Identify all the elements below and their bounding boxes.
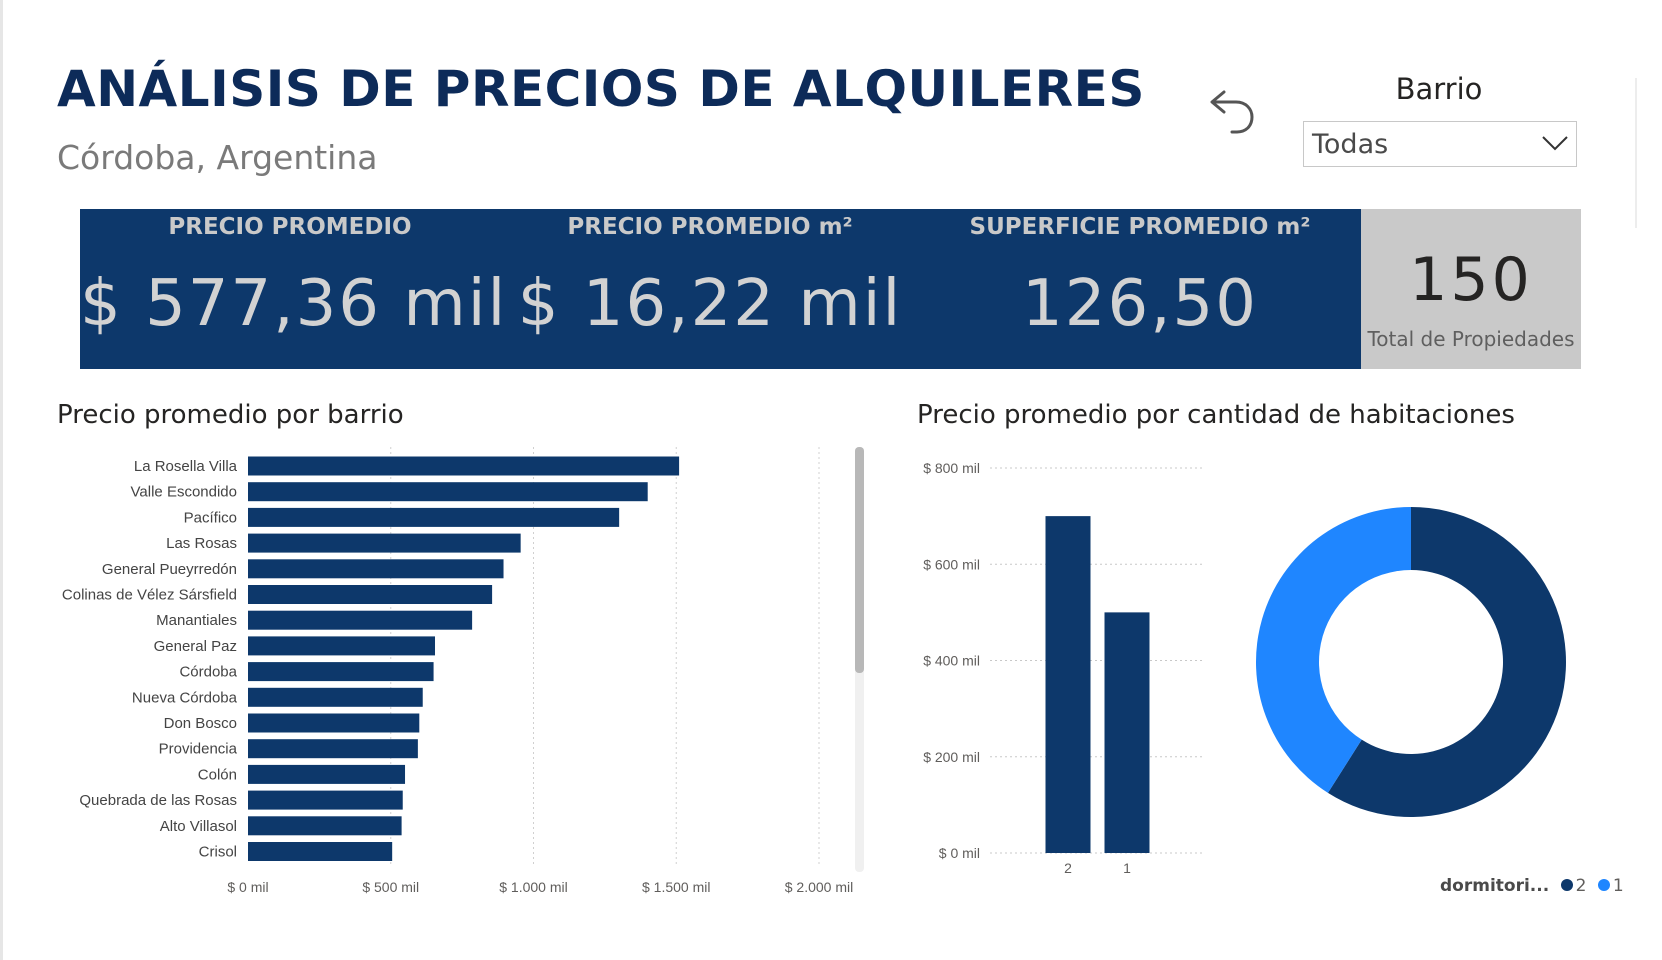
legend-title: dormitori... (1440, 876, 1550, 896)
kpi-band: PRECIO PROMEDIO $ 577,36 mil PRECIO PROM… (80, 209, 1361, 369)
bar (248, 456, 680, 476)
total-propiedades-card: 150 Total de Propiedades (1361, 209, 1581, 369)
total-value: 150 (1409, 245, 1533, 315)
kpi-label: PRECIO PROMEDIO m² (567, 214, 853, 240)
y-tick-label: $ 800 mil (923, 460, 980, 476)
bar (248, 713, 420, 733)
kpi-label: PRECIO PROMEDIO (168, 214, 412, 240)
y-category-label: Pacífico (184, 509, 237, 526)
y-category-label: Colón (198, 766, 237, 783)
chart-title-habitaciones: Precio promedio por cantidad de habitaci… (917, 400, 1515, 430)
column-bar (1045, 516, 1091, 853)
bar (248, 610, 473, 630)
chart-title-barrio: Precio promedio por barrio (57, 400, 404, 430)
y-category-label: General Paz (154, 638, 237, 655)
x-tick-label: $ 1.500 mil (642, 879, 710, 895)
bar (248, 687, 423, 707)
bar (248, 482, 648, 502)
page-title: ANÁLISIS DE PRECIOS DE ALQUILERES (57, 60, 1145, 118)
y-category-label: Valle Escondido (131, 484, 237, 501)
bar (248, 636, 436, 656)
bar (248, 585, 493, 604)
kpi-precio-promedio: PRECIO PROMEDIO $ 577,36 mil (80, 209, 508, 369)
donut-slice (1255, 507, 1411, 793)
kpi-value: $ 577,36 mil (80, 267, 508, 341)
bar (248, 816, 402, 836)
page-border (0, 0, 3, 960)
page-subtitle: Córdoba, Argentina (57, 138, 378, 177)
column-bar (1104, 612, 1150, 853)
x-tick-label: $ 500 mil (362, 879, 419, 895)
bar (248, 559, 504, 579)
y-tick-label: $ 200 mil (923, 749, 980, 765)
legend-swatch-2 (1560, 879, 1573, 891)
x-category-label: 2 (1064, 860, 1072, 876)
bar (248, 790, 403, 810)
y-category-label: Providencia (159, 741, 238, 758)
page-divider (1635, 78, 1637, 228)
kpi-precio-promedio-m2: PRECIO PROMEDIO m² $ 16,22 mil (500, 209, 920, 369)
bar (248, 507, 620, 527)
chevron-down-icon (1542, 136, 1568, 151)
y-category-label: Don Bosco (164, 715, 237, 732)
x-tick-label: $ 1.000 mil (499, 879, 567, 895)
barrio-dropdown[interactable]: Todas (1303, 121, 1577, 167)
y-category-label: Quebrada de las Rosas (79, 792, 237, 809)
y-category-label: Las Rosas (166, 535, 237, 552)
y-tick-label: $ 400 mil (923, 653, 980, 669)
kpi-superficie-promedio: SUPERFICIE PROMEDIO m² 126,50 (920, 209, 1360, 369)
y-tick-label: $ 600 mil (923, 556, 980, 572)
donut-slice (1327, 507, 1566, 817)
bar (248, 842, 393, 861)
y-category-label: La Rosella Villa (134, 458, 238, 475)
x-tick-label: $ 0 mil (227, 879, 268, 895)
bar (248, 739, 418, 759)
dropdown-value: Todas (1312, 129, 1389, 160)
y-category-label: Manantiales (156, 612, 237, 629)
bar (248, 662, 434, 682)
bar (248, 533, 521, 553)
legend-label: 1 (1612, 876, 1624, 896)
slicer-label: Barrio (1395, 72, 1483, 106)
kpi-value: $ 16,22 mil (517, 267, 903, 341)
legend-label: 2 (1575, 876, 1587, 896)
donut-legend: dormitori... 2 1 (1440, 876, 1624, 896)
kpi-value: 126,50 (1022, 267, 1258, 341)
x-tick-label: $ 2.000 mil (785, 879, 853, 895)
bar (248, 764, 406, 784)
total-label: Total de Propiedades (1367, 327, 1575, 351)
scrollbar-thumb (855, 447, 864, 673)
y-category-label: Colinas de Vélez Sársfield (62, 587, 237, 604)
y-category-label: Alto Villasol (160, 818, 237, 835)
back-arrow-icon[interactable] (1200, 80, 1260, 140)
legend-swatch-1 (1597, 879, 1610, 891)
y-category-label: Crisol (199, 844, 237, 861)
kpi-label: SUPERFICIE PROMEDIO m² (969, 214, 1311, 240)
y-category-label: Nueva Córdoba (132, 689, 238, 706)
x-category-label: 1 (1123, 860, 1131, 876)
y-category-label: Córdoba (179, 664, 237, 681)
y-tick-label: $ 0 mil (939, 845, 980, 861)
y-category-label: General Pueyrredón (102, 561, 237, 578)
